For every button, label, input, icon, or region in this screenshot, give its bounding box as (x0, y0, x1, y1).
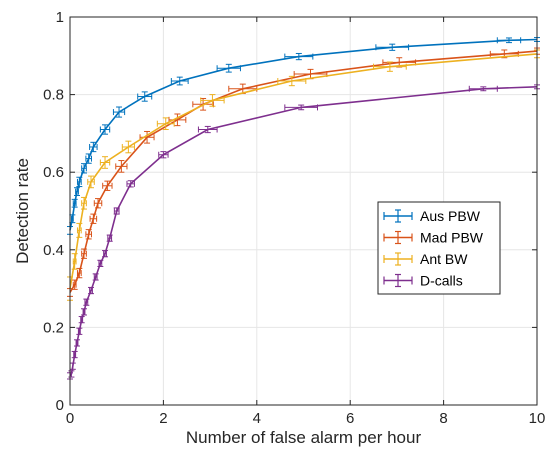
error-bar (74, 187, 81, 196)
legend-item: Mad PBW (383, 230, 484, 246)
error-bar (170, 76, 189, 86)
error-bar (468, 85, 498, 92)
error-bar (76, 327, 83, 335)
error-bar (99, 124, 111, 135)
x-tick-label: 0 (66, 410, 74, 427)
series-line (69, 53, 538, 289)
series-d-calls (67, 84, 540, 380)
error-bar (81, 248, 88, 259)
error-bar (99, 156, 111, 169)
y-tick-label: 0.4 (43, 242, 64, 259)
y-tick-label: 0.6 (43, 164, 64, 181)
series-mad-pbw (67, 47, 540, 297)
error-bar (93, 198, 103, 209)
error-bar (139, 130, 155, 144)
y-tick-label: 0.8 (43, 87, 64, 104)
error-bar (85, 229, 92, 240)
error-bar (112, 106, 126, 118)
legend-item: Ant BW (383, 251, 468, 267)
error-bar (81, 308, 88, 316)
error-bar (89, 141, 98, 153)
error-bar (284, 52, 314, 61)
legend-label: D-calls (420, 273, 463, 289)
error-bar (106, 234, 113, 242)
error-bar (97, 259, 104, 267)
error-bar (92, 273, 99, 281)
error-bar (69, 362, 76, 370)
error-bar (156, 117, 175, 131)
error-bar (85, 153, 92, 164)
y-tick-label: 0 (56, 397, 64, 414)
error-bar (277, 75, 307, 87)
x-axis-label: Number of false alarm per hour (186, 428, 422, 447)
error-bar (200, 94, 225, 107)
x-tick-label: 8 (439, 410, 447, 427)
legend-item: D-calls (383, 273, 463, 289)
error-bar (81, 163, 88, 174)
error-bar (373, 61, 407, 72)
error-bar (126, 180, 135, 188)
error-bar (87, 175, 95, 189)
x-tick-label: 10 (529, 410, 546, 427)
error-bar (102, 180, 113, 191)
series-aus-pbw (67, 37, 540, 235)
error-bar (137, 91, 153, 102)
error-bar (78, 316, 85, 324)
error-bar (496, 37, 522, 44)
y-axis-label: Detection rate (13, 158, 32, 264)
x-tick-label: 6 (346, 410, 354, 427)
error-bar (68, 370, 75, 378)
error-bar (121, 140, 135, 154)
error-bar (115, 160, 128, 173)
error-bar (71, 350, 78, 359)
ticks-layer: 0 2 4 6 8 10 0 0.2 0.4 0.6 0.8 1 (43, 9, 545, 427)
error-bar (375, 43, 410, 51)
error-bar (71, 253, 78, 270)
error-bar (71, 198, 78, 208)
error-bar (284, 104, 319, 111)
error-bar (158, 151, 169, 159)
legend: Aus PBW Mad PBW Ant BW D-calls (377, 201, 501, 295)
error-bar (216, 63, 241, 73)
error-bar (113, 207, 120, 215)
error-bar (76, 267, 83, 279)
y-tick-label: 1 (56, 9, 64, 26)
legend-label: Aus PBW (420, 208, 481, 224)
series-ant-bw (67, 49, 540, 301)
error-bar (76, 222, 83, 238)
plot-frame (69, 16, 538, 406)
error-bar (197, 125, 218, 134)
error-bar (102, 250, 109, 258)
x-tick-label: 4 (253, 410, 261, 427)
error-bar (89, 213, 98, 224)
error-bar (76, 176, 83, 188)
error-bar (71, 279, 78, 290)
error-bar (74, 339, 81, 347)
error-bar (88, 286, 95, 295)
x-tick-label: 2 (159, 410, 167, 427)
legend-label: Ant BW (420, 251, 468, 267)
y-tick-label: 0.2 (43, 319, 64, 336)
error-bar (83, 298, 90, 306)
error-bar (489, 49, 519, 59)
legend-label: Mad PBW (420, 230, 484, 246)
error-bar (81, 196, 88, 210)
legend-item: Aus PBW (383, 208, 481, 224)
axes-layer (69, 16, 538, 406)
series-layer (67, 37, 540, 380)
